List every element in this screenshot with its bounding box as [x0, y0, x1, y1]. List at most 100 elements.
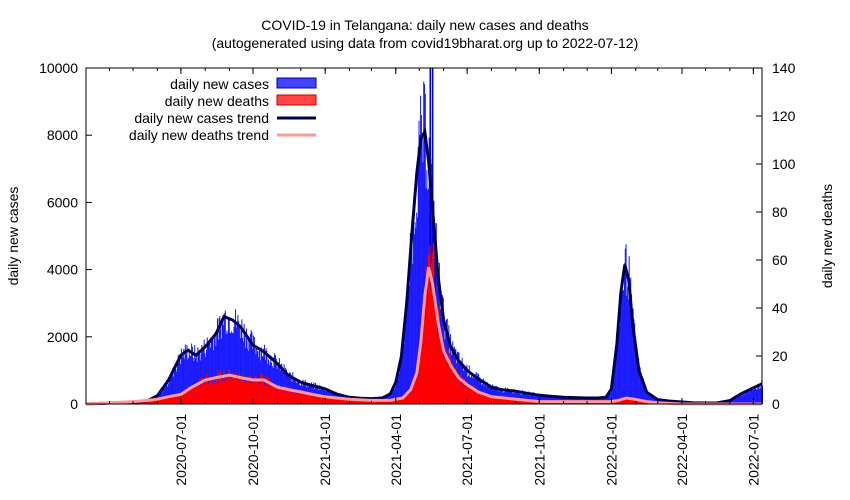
cases-bar-2020-11-09: [283, 364, 285, 404]
cases-bar-2021-09-09: [522, 390, 524, 404]
deaths-bar-2021-03-30: [394, 399, 396, 404]
cases-bar-2022-02-26: [655, 398, 657, 404]
cases-bar-2020-07-20: [195, 354, 197, 404]
deaths-bar-2020-12-20: [315, 397, 317, 404]
cases-bar-2020-09-28: [250, 330, 252, 404]
deaths-bar-2021-05-06: [423, 317, 425, 404]
deaths-bar-2021-04-12: [404, 398, 406, 404]
deaths-bar-2020-10-09: [259, 383, 261, 404]
deaths-bar-2021-05-02: [420, 351, 422, 404]
deaths-bar-2021-02-24: [367, 400, 369, 404]
deaths-bar-2020-05-23: [150, 400, 152, 404]
cases-bar-2021-10-04: [541, 394, 543, 404]
deaths-bar-2022-01-07: [616, 400, 618, 404]
cases-bar-2020-06-15: [168, 382, 170, 404]
deaths-bar-2020-11-14: [287, 387, 289, 404]
cases-bar-2020-07-30: [203, 339, 205, 404]
deaths-bar-2021-01-19: [339, 399, 341, 404]
deaths-bar-2021-02-23: [366, 399, 368, 404]
deaths-bar-2020-08-07: [209, 378, 211, 404]
deaths-bar-2020-08-15: [216, 375, 218, 404]
cases-bar-2021-03-22: [387, 393, 389, 404]
cases-bar-2022-06-29: [751, 386, 753, 404]
deaths-bar-2021-01-27: [345, 398, 347, 404]
cases-bar-2020-07-02: [181, 353, 183, 404]
deaths-bar-2020-08-06: [209, 381, 211, 404]
cases-bar-2021-10-11: [547, 396, 549, 404]
deaths-bar-2020-07-01: [180, 396, 182, 404]
deaths-bar-2020-09-06: [233, 371, 235, 404]
deaths-bar-2021-01-10: [332, 396, 334, 404]
deaths-bar-2021-06-18: [456, 378, 458, 404]
deaths-bar-2021-07-04: [469, 389, 471, 404]
legend-label-cases-trend: daily new cases trend: [134, 110, 269, 126]
cases-bar-2021-05-04: [421, 133, 423, 405]
cases-bar-2022-05-29: [727, 400, 729, 404]
cases-bar-2020-07-11: [188, 348, 190, 404]
cases-bar-2020-07-10: [187, 358, 189, 404]
deaths-bar-2021-06-26: [463, 377, 465, 404]
cases-trend-line: [85, 127, 763, 406]
cases-bar-2021-04-20: [410, 252, 412, 404]
deaths-bar-2021-03-01: [371, 400, 373, 404]
deaths-bar-2020-06-22: [173, 396, 175, 404]
cases-bar-2021-05-02: [420, 95, 422, 404]
cases-bar-2020-07-07: [185, 354, 187, 404]
deaths-bar-2021-08-27: [511, 399, 513, 404]
cases-bar-2020-09-02: [230, 333, 232, 404]
cases-bar-2022-06-09: [736, 395, 738, 404]
deaths-bar-2021-06-25: [462, 386, 464, 404]
cases-bar-2022-07-03: [754, 387, 756, 404]
deaths-bar-2021-07-15: [478, 393, 480, 404]
plot-border: [85, 67, 763, 405]
deaths-bar-2020-11-18: [290, 389, 292, 404]
deaths-bar-2020-09-11: [237, 380, 239, 404]
cases-bar-2020-08-16: [216, 318, 218, 404]
cases-bar-2021-08-21: [507, 388, 509, 404]
deaths-bar-2022-02-12: [644, 401, 646, 404]
cases-bar-2022-06-24: [747, 390, 749, 404]
cases-bar-2022-02-02: [636, 348, 638, 404]
cases-bar-2020-06-14: [167, 384, 169, 404]
cases-bar-2022-01-27: [631, 314, 633, 404]
cases-bar-2020-10-28: [274, 353, 276, 404]
cases-bar-2022-01-08: [616, 346, 618, 404]
cases-bar-2020-09-29: [251, 332, 253, 404]
cases-bar-2022-02-14: [645, 389, 647, 404]
cases-bar-2020-09-24: [247, 338, 249, 404]
deaths-bar-2021-08-15: [502, 397, 504, 404]
deaths-bar-2021-06-16: [455, 368, 457, 404]
deaths-bar-2021-08-17: [503, 398, 506, 404]
deaths-bar-2020-06-03: [158, 398, 160, 404]
deaths-bar-2021-07-05: [470, 389, 472, 404]
deaths-bar-2020-06-09: [163, 398, 165, 404]
cases-bar-2021-06-23: [460, 363, 462, 404]
cases-bar-2021-06-15: [454, 348, 456, 404]
deaths-bar-2022-01-11: [619, 400, 621, 404]
deaths-bar-2020-07-08: [186, 391, 188, 404]
deaths-bar-2021-08-24: [509, 398, 511, 404]
deaths-bar-2020-06-29: [179, 396, 181, 404]
deaths-bar-2021-02-14: [359, 400, 361, 404]
deaths-bar-2020-10-22: [269, 382, 271, 404]
deaths-bar-2021-04-14: [405, 393, 407, 404]
deaths-bar-2020-06-15: [168, 395, 170, 404]
deaths-bar-2020-12-24: [318, 397, 320, 404]
deaths-bar-2021-07-30: [489, 394, 491, 404]
deaths-bar-2021-07-02: [467, 385, 469, 404]
cases-bar-2021-12-28: [608, 393, 610, 404]
deaths-bar-2021-08-02: [492, 396, 494, 404]
cases-bar-2021-10-26: [558, 395, 560, 404]
deaths-bar-2020-08-25: [224, 381, 226, 404]
cases-bar-2020-08-13: [214, 332, 216, 404]
deaths-bar-2021-04-22: [412, 384, 414, 404]
deaths-bar-2020-08-21: [220, 379, 222, 404]
cases-bar-2020-07-09: [187, 359, 189, 404]
deaths-bar-2021-01-06: [329, 398, 331, 404]
deaths-bar-2020-09-29: [251, 383, 253, 404]
deaths-bar-2020-09-10: [236, 380, 238, 404]
cases-bar-2021-09-23: [533, 392, 535, 404]
deaths-bar-2020-09-08: [235, 374, 237, 404]
cases-bar-2021-09-06: [519, 392, 521, 404]
